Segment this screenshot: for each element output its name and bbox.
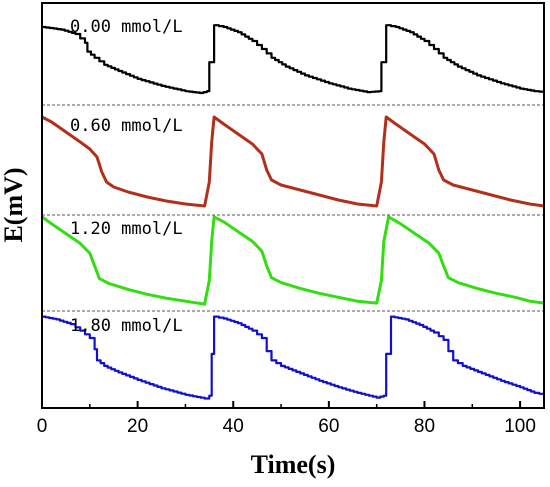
series-line [42,315,546,400]
x-tick-label: 20 [127,416,148,437]
series-label: 0.00 mmol/L [70,17,183,37]
x-tick-label: 60 [318,416,339,437]
series-group [41,24,546,400]
series-line [41,115,545,208]
plot-frame [41,2,545,409]
x-tick-label: 100 [504,416,536,437]
x-axis: 0 20 40 60 80 100 [37,401,536,437]
series-label: 1.20 mmol/L [70,219,183,239]
y-axis-title: E(mV) [0,167,28,242]
series-labels: 0.00 mmol/L 0.60 mmol/L 1.20 mmol/L 1.80 mm… [70,17,183,336]
x-axis-title: Time(s) [251,450,336,479]
x-tick-label: 40 [223,416,244,437]
series-label: 1.80 mmol/L [70,316,183,336]
panel-separators [42,104,544,312]
series-line [41,215,545,306]
x-tick-label: 0 [37,416,48,437]
x-tick-label: 80 [414,416,435,437]
series-label: 0.60 mmol/L [70,116,183,136]
series-line [42,24,546,95]
